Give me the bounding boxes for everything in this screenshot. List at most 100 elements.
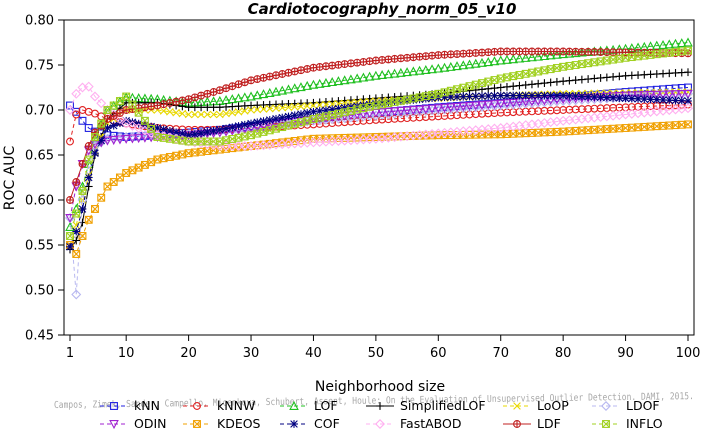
data-point [71,88,82,99]
data-point [683,103,693,114]
data-point [228,135,237,143]
legend-label: KDEOS [217,416,261,431]
data-point [602,125,611,134]
data-point [533,51,543,61]
series-INFLO [66,46,692,240]
data-point [652,122,661,131]
data-point [458,60,469,70]
data-point [234,133,243,142]
data-point [78,232,87,240]
data-point [602,56,611,65]
data-point [528,80,536,89]
data-point [247,106,255,114]
data-point [66,196,74,204]
x-tick-label: 10 [118,346,135,361]
data-point [66,232,74,240]
data-point [559,106,568,114]
data-point [615,54,624,63]
data-point [172,108,180,117]
data-point [546,106,555,115]
data-point [646,50,655,59]
data-point [658,39,668,49]
series-line [69,93,689,295]
data-point [421,105,431,115]
data-point [140,116,149,125]
data-point [478,79,486,88]
legend-label: LDF [537,416,561,431]
data-point [534,67,543,76]
data-point [577,126,586,135]
data-point [215,137,224,146]
x-tick-label: 20 [180,346,197,361]
data-point [184,149,193,158]
data-point [484,84,493,93]
data-point [122,92,131,101]
data-point [634,94,642,103]
data-point [676,38,687,48]
series-layer [65,37,693,300]
data-point [484,77,493,86]
data-point [446,86,455,95]
data-point [414,105,425,115]
legend-marker [375,419,385,429]
data-point [309,101,318,110]
data-point [327,77,337,87]
y-tick-label: 0.55 [25,239,54,254]
data-point [577,105,586,114]
data-point [315,101,324,109]
data-point [540,79,549,87]
data-point [190,148,199,157]
x-tick-label: 40 [305,346,322,361]
data-point [91,133,99,141]
data-point [184,137,193,146]
data-point [259,128,268,136]
data-point [546,78,555,87]
data-point [172,151,181,160]
data-point [477,57,487,67]
data-point [571,126,580,135]
data-point [84,173,93,182]
data-point [264,87,275,97]
data-point [253,118,262,127]
data-point [272,124,280,133]
series-line [69,123,689,256]
y-tick-label: 0.65 [25,149,54,164]
data-point [384,99,393,108]
legend-label: SimplifiedLOF [400,398,486,413]
data-point [452,102,462,112]
data-point [389,68,400,78]
data-point [159,100,168,109]
data-point [471,92,480,101]
data-point [240,120,249,129]
data-point [552,127,561,136]
data-point [445,103,456,113]
data-point [545,50,556,60]
data-point [147,102,156,111]
data-point [627,123,636,132]
data-point [503,82,511,91]
data-point [634,102,643,111]
data-point [408,106,419,116]
legend-item-LoOP: LoOP [503,398,569,413]
data-point [683,89,693,99]
data-point [496,130,505,139]
data-point [471,80,480,89]
data-point [428,91,437,99]
data-point [652,95,661,104]
legend-label: COF [314,416,340,431]
data-point [83,158,94,168]
data-point [190,130,199,139]
data-point [109,178,118,186]
data-point [590,104,599,113]
data-point [259,105,268,113]
chart-title: Cardiotocography_norm_05_v10 [248,0,517,18]
legend-label: kNN [134,398,160,413]
data-point [72,250,81,258]
data-point [265,126,274,135]
data-point [65,105,75,115]
legend-item-kNNW: kNNW [183,398,255,413]
data-point [346,74,356,84]
data-point [234,122,243,130]
data-point [165,134,174,143]
data-point [222,124,230,133]
